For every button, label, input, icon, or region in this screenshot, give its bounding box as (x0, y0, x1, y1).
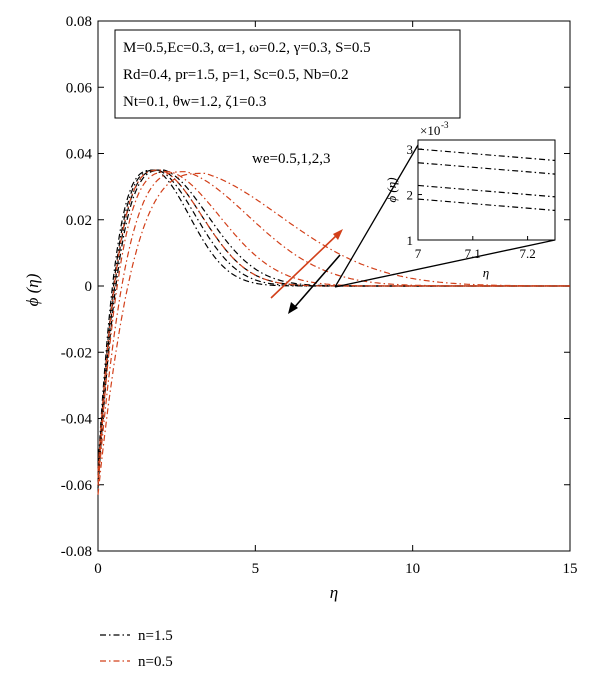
inset-line (417, 198, 556, 212)
x-tick-label: 5 (252, 561, 260, 577)
y-tick-label: -0.04 (61, 412, 93, 428)
increase-arrow-red (270, 229, 343, 299)
inset-exponent-power: -3 (441, 120, 449, 130)
inset-line (417, 162, 556, 175)
x-tick-label: 10 (405, 561, 420, 577)
y-tick-label: -0.02 (61, 345, 92, 361)
inset-y-tick-label: 3 (407, 142, 414, 157)
y-tick-label: 0.04 (66, 147, 93, 163)
inset-y-tick-label: 1 (407, 233, 414, 248)
x-tick-label: 0 (94, 561, 102, 577)
y-axis-label: ϕ (η) (23, 273, 42, 306)
y-tick-label: 0.02 (66, 213, 92, 229)
x-axis-ticks: 0 5 10 15 (94, 21, 578, 577)
x-axis-label: η (330, 583, 338, 602)
inset-plot: 7 7.1 7.2 3 2 1 ×10 -3 η ϕ (η) (384, 120, 556, 280)
params-line-3: Nt=0.1, θw=1.2, ζ1=0.3 (123, 94, 266, 110)
inset-line (417, 148, 556, 162)
curves (97, 169, 570, 495)
series-line-n05-we-3 (97, 172, 570, 495)
y-tick-label: 0 (85, 279, 93, 295)
series-line-n05-we-0.5 (97, 169, 570, 472)
y-tick-label: -0.06 (61, 478, 93, 494)
params-line-2: Rd=0.4, pr=1.5, p=1, Sc=0.5, Nb=0.2 (123, 67, 349, 83)
x-tick-label: 15 (563, 561, 578, 577)
inset-exponent: ×10 (420, 123, 440, 138)
y-tick-label: -0.08 (61, 544, 92, 560)
series-line-n05-we-1 (97, 171, 570, 479)
we-annotation: we=0.5,1,2,3 (252, 151, 330, 167)
legend: n=1.5 n=0.5 (100, 628, 173, 670)
inset-x-tick-label: 7.1 (465, 246, 481, 261)
legend-label-n15: n=1.5 (138, 628, 173, 644)
y-tick-label: 0.08 (66, 14, 92, 30)
zoom-line-top (334, 144, 419, 288)
zoom-line-bottom (334, 239, 556, 288)
inset-line (417, 184, 556, 198)
inset-x-label: η (483, 265, 489, 280)
legend-label-n05: n=0.5 (138, 654, 173, 670)
params-box (114, 29, 461, 119)
inset-x-tick-label: 7 (415, 246, 422, 261)
params-line-1: M=0.5,Ec=0.3, α=1, ω=0.2, γ=0.3, S=0.5 (123, 40, 371, 56)
y-tick-label: 0.06 (66, 80, 93, 96)
inset-y-label: ϕ (η) (384, 177, 399, 202)
inset-x-tick-label: 7.2 (519, 246, 535, 261)
inset-y-tick-label: 2 (407, 188, 414, 203)
increase-arrow-black (288, 254, 341, 314)
